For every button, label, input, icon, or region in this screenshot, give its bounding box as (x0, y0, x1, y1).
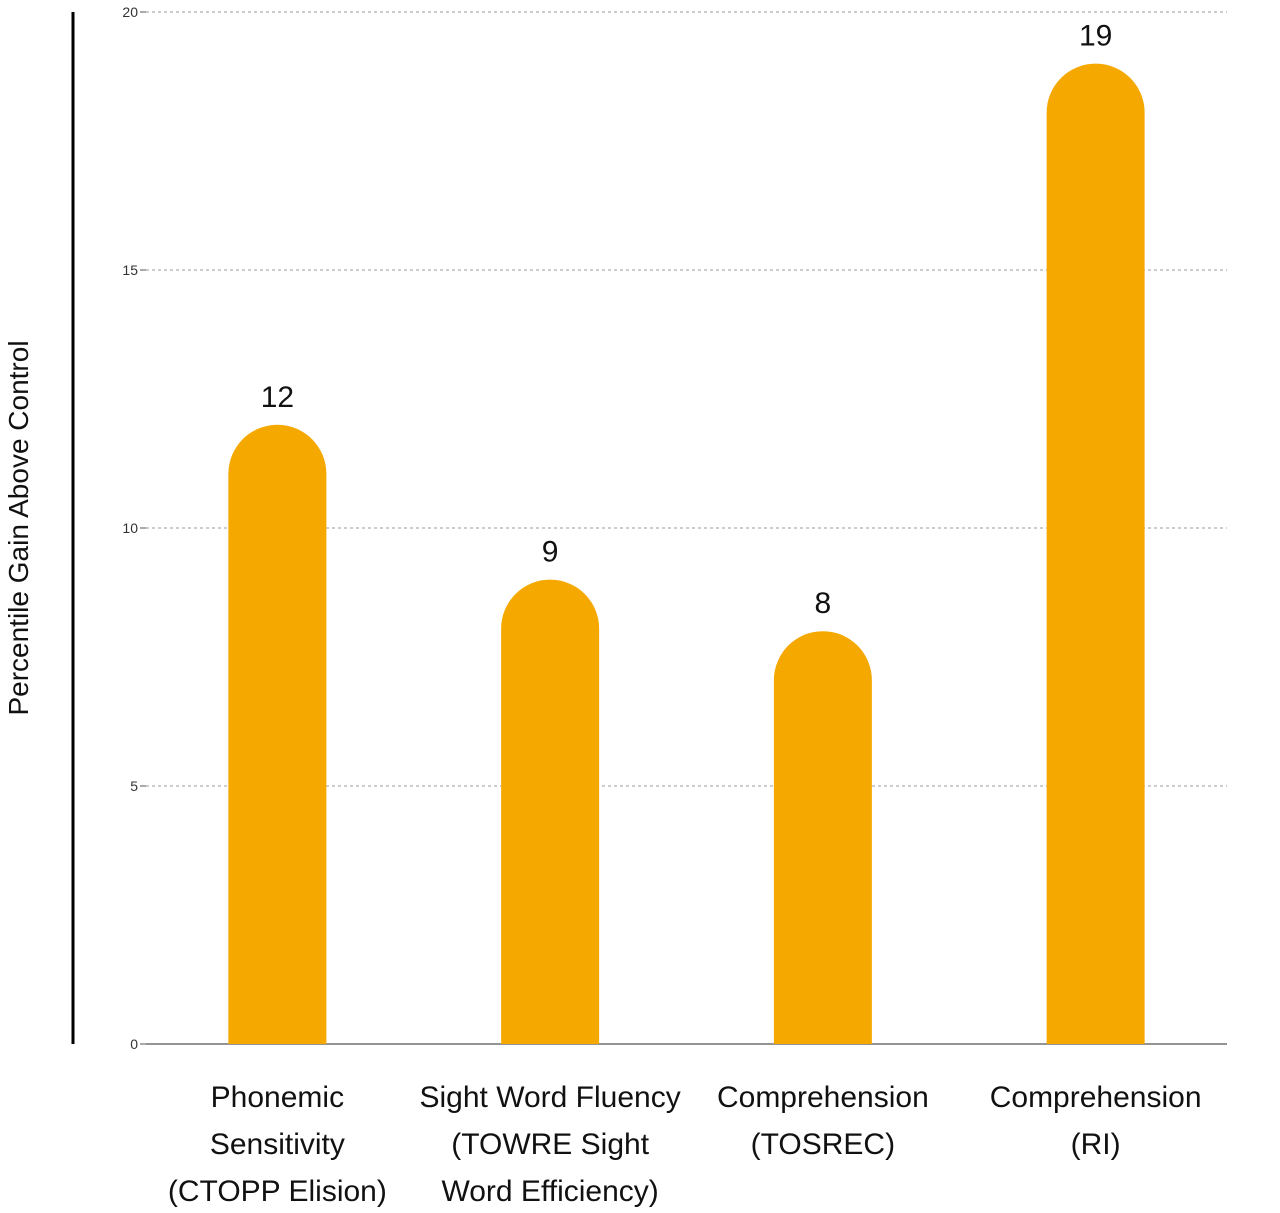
data-label: 12 (261, 381, 294, 414)
category-labels: Phonemic Sensitivity (CTOPP Elision) Sight … (168, 1081, 1202, 1208)
bar (1046, 63, 1145, 1045)
y-tick-label: 5 (130, 778, 138, 794)
y-axis-title: Percentile Gain Above Control (3, 340, 34, 715)
category-label: Comprehension (990, 1081, 1202, 1114)
category-label: (TOSREC) (751, 1128, 895, 1161)
category-label: Sight Word Fluency (420, 1081, 681, 1114)
y-tick-label: 0 (130, 1036, 138, 1052)
category-label: (RI) (1071, 1128, 1121, 1161)
y-tick-label: 15 (122, 262, 138, 278)
data-label: 8 (815, 587, 832, 620)
bar (501, 579, 600, 1044)
category-label: Sensitivity (210, 1128, 345, 1161)
category-label: (TOWRE Sight (451, 1128, 649, 1161)
category-label: Phonemic (211, 1081, 344, 1114)
category-label: Word Efficiency) (441, 1175, 658, 1208)
bars (228, 63, 1145, 1045)
y-tick-label: 10 (122, 520, 138, 536)
data-labels: 12 9 8 19 (261, 20, 1113, 621)
data-label: 9 (542, 536, 559, 569)
y-tick-label: 20 (122, 4, 138, 20)
category-label: (CTOPP Elision) (168, 1175, 387, 1208)
bar (773, 631, 872, 1044)
data-label: 19 (1079, 20, 1112, 53)
bar (228, 424, 327, 1045)
category-label: Comprehension (717, 1081, 929, 1114)
y-tick-labels: 0 5 10 15 20 (122, 4, 138, 1052)
